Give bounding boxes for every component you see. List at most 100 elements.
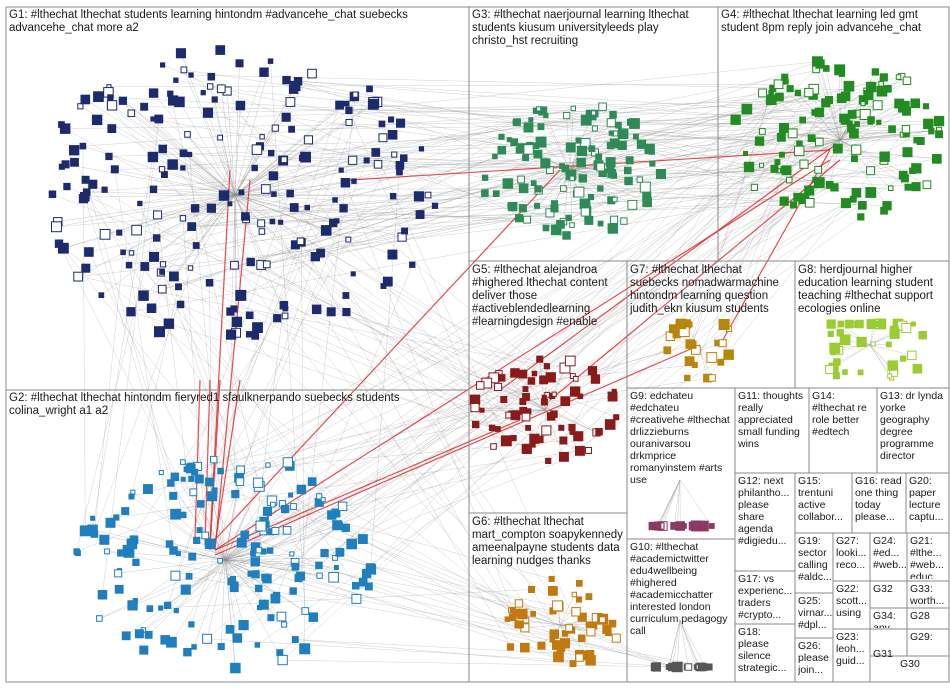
node-g4 [794, 145, 805, 157]
node-g2 [352, 582, 360, 590]
node-g2 [188, 552, 197, 561]
node-g1 [251, 332, 260, 340]
node-g4 [790, 201, 798, 209]
node-g3 [515, 147, 522, 154]
edge-intra-g1 [152, 156, 236, 196]
node-g4 [911, 182, 921, 192]
edge-intra-g9 [657, 479, 681, 527]
node-g4 [880, 206, 888, 215]
node-g1 [207, 72, 216, 81]
node-g10 [651, 662, 662, 672]
node-g3 [523, 144, 534, 155]
node-g2 [146, 605, 154, 612]
node-g4 [814, 107, 825, 118]
edge-inter-g1-g2 [170, 93, 259, 483]
edge-intra-g1 [234, 61, 271, 196]
node-g1 [217, 134, 223, 141]
node-g4 [730, 114, 741, 125]
node-g2 [144, 630, 153, 639]
node-g3 [569, 222, 575, 228]
edge-inter-g1-g2 [197, 199, 336, 467]
node-g3 [609, 215, 619, 224]
edge-intra-g4 [813, 89, 841, 141]
node-g1 [343, 100, 350, 107]
node-g2 [282, 457, 294, 468]
node-g2 [169, 546, 178, 555]
node-g4 [933, 115, 945, 127]
group-box-g30 [869, 655, 950, 683]
edge-intra-g1 [108, 92, 236, 196]
node-g2 [211, 487, 218, 494]
edge-intra-g4 [808, 92, 841, 141]
node-g1 [187, 265, 194, 271]
node-g1 [326, 307, 336, 317]
edge-inter-g1-g3 [85, 122, 631, 269]
edge-inter-g1-g2 [160, 272, 313, 482]
edge-inter-g1-g4 [65, 117, 844, 129]
node-g2 [183, 648, 192, 657]
node-g2 [79, 525, 91, 537]
node-g1 [400, 154, 408, 162]
edge-intra-g1 [234, 194, 384, 287]
edge-inter-g1-g2 [370, 165, 401, 568]
node-g5 [551, 391, 557, 397]
node-g4 [743, 161, 755, 173]
node-g7 [686, 321, 693, 328]
edge-intra-g2 [224, 559, 334, 578]
edge-intra-g1 [162, 194, 236, 265]
node-g3 [596, 162, 605, 172]
edge-inter-g1-g2 [238, 160, 367, 478]
node-g2 [217, 467, 224, 475]
node-g3 [639, 181, 651, 193]
edge-inter-g1-g2 [230, 334, 236, 495]
node-g1 [261, 184, 271, 194]
edge-intra-g1 [234, 194, 262, 266]
node-g8 [842, 369, 848, 375]
edge-inter-g1-g3 [152, 118, 592, 198]
node-g2 [252, 477, 264, 488]
edge-inter-g1-g4 [404, 84, 779, 232]
node-g1 [348, 155, 358, 165]
edge-inter-g1-g2 [300, 94, 356, 577]
node-g1 [296, 237, 305, 246]
node-g2 [217, 643, 225, 651]
node-g4 [765, 98, 771, 105]
edge-intra-g10 [677, 619, 681, 668]
node-g6 [575, 653, 584, 662]
edge-inter-g1-g3 [158, 106, 603, 120]
node-g7 [675, 318, 687, 330]
edge-intra-g1 [111, 105, 236, 196]
group-label-g23: G23: leoh... guid... [836, 631, 865, 667]
edge-intra-g1 [234, 194, 403, 238]
node-g6 [585, 593, 593, 601]
edge-inter-g3-g4 [641, 80, 907, 145]
edge-inter-g1-g3 [375, 113, 595, 153]
node-g5 [572, 376, 579, 382]
edge-intra-g1 [234, 110, 350, 196]
node-g1 [110, 165, 119, 174]
group-label-g24: G24: #ed... #web... [873, 535, 907, 571]
edge-intra-g4 [839, 73, 843, 141]
node-g10 [697, 662, 707, 672]
edge-intra-g1 [86, 191, 236, 196]
node-g5 [525, 424, 532, 431]
edge-intra-g6 [559, 624, 589, 626]
group-label-g18: G18: please silence strategic... [738, 626, 787, 674]
node-g3 [515, 214, 524, 223]
node-g2 [210, 455, 218, 464]
edge-intra-g1 [234, 194, 301, 242]
edge-intra-g1 [234, 137, 383, 196]
node-g2 [204, 538, 216, 550]
node-g1 [159, 269, 165, 275]
edge-inter-g1-g4 [297, 80, 815, 113]
edge-intra-g1 [234, 194, 267, 265]
edge-inter-g1-g5 [383, 285, 597, 433]
node-g1 [388, 116, 395, 123]
node-g1 [58, 163, 65, 170]
node-g1 [106, 100, 118, 111]
node-g1 [147, 151, 159, 163]
edge-intra-g2 [224, 482, 259, 561]
node-g8 [910, 321, 916, 327]
node-g1 [289, 203, 299, 212]
node-g2 [167, 479, 175, 487]
